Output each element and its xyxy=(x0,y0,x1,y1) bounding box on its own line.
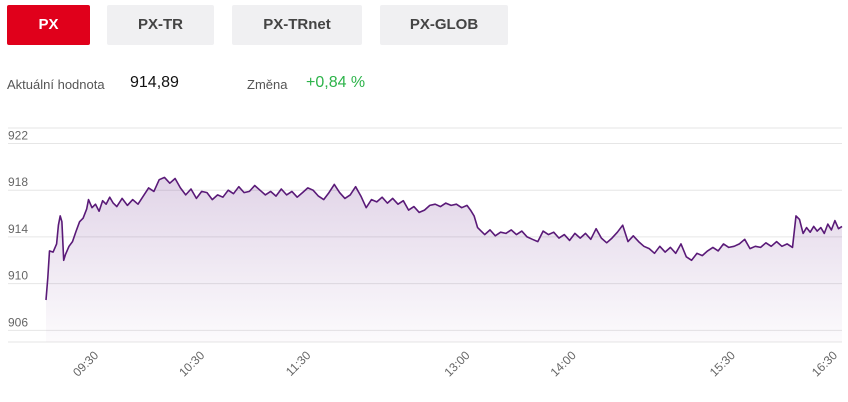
tab-px-tr[interactable]: PX-TR xyxy=(107,5,214,45)
current-value-label: Aktuální hodnota xyxy=(7,77,105,92)
x-tick-label: 16:30 xyxy=(809,348,840,379)
change-value: +0,84 % xyxy=(306,74,366,91)
x-tick-label: 14:00 xyxy=(548,348,579,379)
y-tick-label: 910 xyxy=(8,269,28,283)
tab-px[interactable]: PX xyxy=(7,5,90,45)
x-tick-label: 11:30 xyxy=(283,348,314,379)
tab-px-trnet[interactable]: PX-TRnet xyxy=(232,5,362,45)
x-tick-label: 13:00 xyxy=(442,348,473,379)
x-tick-label: 15:30 xyxy=(707,348,738,379)
y-tick-label: 922 xyxy=(8,129,28,143)
series-area xyxy=(46,177,842,342)
current-value: 914,89 xyxy=(130,74,179,91)
x-tick-label: 09:30 xyxy=(70,348,101,379)
y-tick-label: 906 xyxy=(8,315,28,329)
tab-px-glob[interactable]: PX-GLOB xyxy=(380,5,508,45)
y-tick-label: 918 xyxy=(8,175,28,189)
series-line xyxy=(45,176,843,301)
y-tick-label: 914 xyxy=(8,222,28,236)
change-label: Změna xyxy=(247,77,288,92)
x-tick-label: 10:30 xyxy=(176,348,207,379)
